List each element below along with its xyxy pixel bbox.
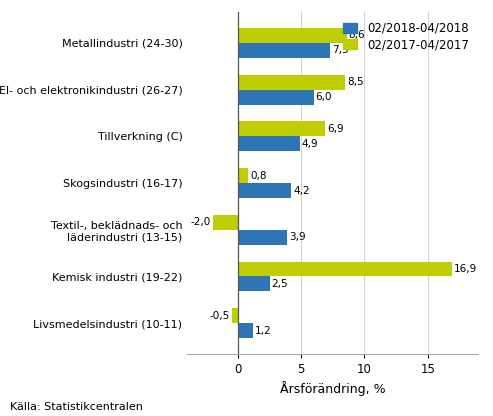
Text: -2,0: -2,0: [190, 217, 211, 227]
Bar: [238, 89, 314, 104]
Text: Källa: Statistikcentralen: Källa: Statistikcentralen: [10, 402, 143, 412]
Bar: [238, 323, 253, 338]
Bar: [212, 215, 238, 230]
Text: 8,6: 8,6: [349, 30, 365, 40]
Text: 2,5: 2,5: [272, 279, 288, 289]
Text: 6,9: 6,9: [327, 124, 344, 134]
Bar: [238, 136, 300, 151]
Bar: [232, 308, 238, 323]
Bar: [238, 277, 270, 291]
Text: 4,9: 4,9: [302, 139, 318, 149]
X-axis label: Årsförändring, %: Årsförändring, %: [280, 381, 386, 396]
Text: 0,8: 0,8: [250, 171, 266, 181]
Bar: [238, 28, 347, 43]
Bar: [238, 230, 287, 245]
Text: 6,0: 6,0: [316, 92, 332, 102]
Text: 3,9: 3,9: [289, 232, 306, 242]
Bar: [238, 43, 330, 58]
Text: 8,5: 8,5: [347, 77, 364, 87]
Bar: [238, 262, 452, 277]
Bar: [238, 183, 291, 198]
Text: 4,2: 4,2: [293, 186, 310, 196]
Text: 7,3: 7,3: [332, 45, 349, 55]
Text: 16,9: 16,9: [454, 264, 477, 274]
Text: -0,5: -0,5: [210, 311, 230, 321]
Legend: 02/2018-04/2018, 02/2017-04/2017: 02/2018-04/2018, 02/2017-04/2017: [340, 18, 472, 55]
Bar: [238, 168, 248, 183]
Bar: [238, 121, 325, 136]
Bar: [238, 75, 346, 89]
Text: 1,2: 1,2: [255, 326, 272, 336]
